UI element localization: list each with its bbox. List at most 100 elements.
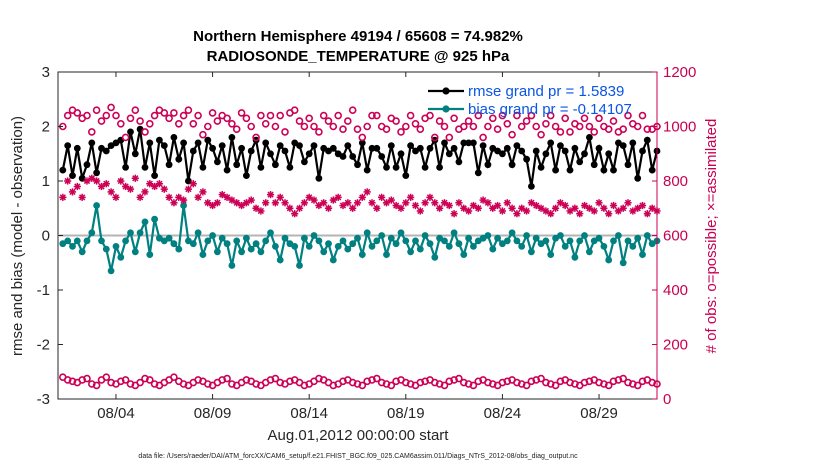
obs_possible-marker [479, 133, 487, 142]
obs_bottom_possible-marker [416, 378, 425, 387]
obs_assimilated-marker [614, 207, 622, 215]
obs_bottom_possible-marker [387, 381, 396, 390]
y-left-tick-label: 1 [42, 173, 50, 190]
y-left-tick-label: 3 [42, 64, 50, 81]
obs_bottom_possible-marker [300, 381, 309, 390]
obs_assimilated-marker [131, 174, 139, 182]
rmse-point [175, 155, 183, 163]
obs_assimilated-marker [199, 188, 207, 196]
bias-point [291, 243, 299, 250]
obs_possible-marker [73, 109, 82, 117]
obs_assimilated-marker [551, 204, 560, 212]
obs_bottom_possible-marker [450, 376, 458, 384]
obs_assimilated-marker [503, 199, 511, 207]
bias-point [445, 243, 453, 250]
bias-point [98, 237, 105, 245]
obs_assimilated-marker [455, 199, 463, 207]
bias-point [276, 256, 284, 264]
y-right-tick-label: 0 [663, 391, 671, 408]
y-right-tick-label: 400 [663, 282, 688, 299]
obs_possible-marker [343, 117, 352, 125]
bias-point [489, 245, 497, 253]
bias-point [209, 232, 217, 239]
rmse-point [397, 150, 405, 158]
obs_bottom_possible-marker [68, 377, 77, 386]
obs_bottom_possible-marker [556, 377, 565, 386]
obs_assimilated-marker [184, 185, 193, 193]
bias-point [122, 237, 129, 245]
rmse-point [600, 166, 608, 174]
obs_possible-marker [517, 122, 526, 131]
rmse-point [474, 169, 482, 177]
obs_assimilated-marker [155, 180, 164, 188]
rmse-point [441, 139, 448, 147]
bias-point [281, 234, 289, 242]
obs_bottom_possible-marker [266, 376, 275, 384]
obs_possible-marker [493, 125, 502, 133]
bias-point [131, 248, 139, 256]
bias-point [557, 232, 564, 239]
bias-point [610, 237, 617, 245]
obs_assimilated-marker [107, 188, 115, 196]
obs_bottom_possible-marker [92, 381, 101, 390]
obs_assimilated-marker [358, 193, 366, 201]
obs_possible-marker [329, 122, 338, 131]
obs_possible-marker [372, 111, 381, 120]
rmse-line [61, 128, 659, 187]
rmse-point [83, 161, 91, 169]
y-right-tick-label: 1200 [663, 64, 696, 81]
obs_possible-marker [121, 133, 130, 142]
bias-point [634, 234, 642, 242]
obs_bottom_possible-marker [223, 374, 231, 383]
rmse-point [416, 144, 424, 152]
obs_assimilated-marker [266, 191, 275, 199]
rmse-point [243, 172, 250, 180]
obs_assimilated-marker [600, 204, 608, 212]
rmse-point [643, 136, 651, 144]
obs_assimilated-marker [402, 199, 410, 207]
obs_bottom_possible-marker [146, 376, 154, 384]
obs_possible-marker [126, 114, 135, 123]
obs_assimilated-marker [165, 193, 173, 201]
obs_assimilated-marker [378, 193, 386, 201]
obs_possible-marker [445, 133, 454, 142]
rmse-point [102, 147, 110, 155]
rmse-point [276, 142, 284, 150]
obs_possible-marker [469, 122, 478, 131]
bias-point [262, 237, 270, 245]
bias-point [421, 232, 429, 239]
obs_possible-marker [503, 120, 512, 128]
obs_bottom_possible-marker [498, 378, 507, 387]
obs_bottom_possible-marker [204, 380, 212, 388]
rmse-point [358, 139, 366, 147]
obs_assimilated-marker [64, 177, 72, 185]
obs_bottom_possible-marker [604, 381, 613, 390]
bias-point [170, 240, 178, 248]
rmse-point [561, 147, 569, 155]
bias-point [407, 248, 414, 256]
bias-point [484, 232, 492, 239]
rmse-point [552, 166, 559, 174]
bias-point [494, 234, 501, 242]
obs_assimilated-marker [624, 199, 632, 207]
obs_assimilated-marker [194, 193, 202, 201]
obs_possible-marker [194, 111, 202, 120]
obs_bottom_possible-marker [638, 377, 647, 386]
rmse-point [267, 150, 274, 158]
obs_bottom_possible-marker [430, 378, 439, 387]
obs_bottom_possible-marker [242, 376, 251, 384]
rmse-point [59, 166, 67, 174]
rmse-point [513, 142, 521, 150]
obs_assimilated-marker [141, 188, 149, 196]
obs_possible-marker [295, 117, 304, 125]
obs_bottom_possible-marker [252, 380, 260, 388]
rmse-point [349, 153, 357, 160]
data-file-footer: data file: /Users/raeder/DAI/ATM_forcXX/… [138, 453, 578, 460]
bias-point [272, 243, 279, 250]
obs_possible-marker [638, 111, 647, 120]
bias-point [329, 256, 337, 264]
obs_bottom_possible-marker [585, 377, 594, 386]
obs_bottom_possible-marker [522, 381, 531, 390]
bias-point [315, 237, 323, 245]
rmse-point [571, 144, 579, 152]
